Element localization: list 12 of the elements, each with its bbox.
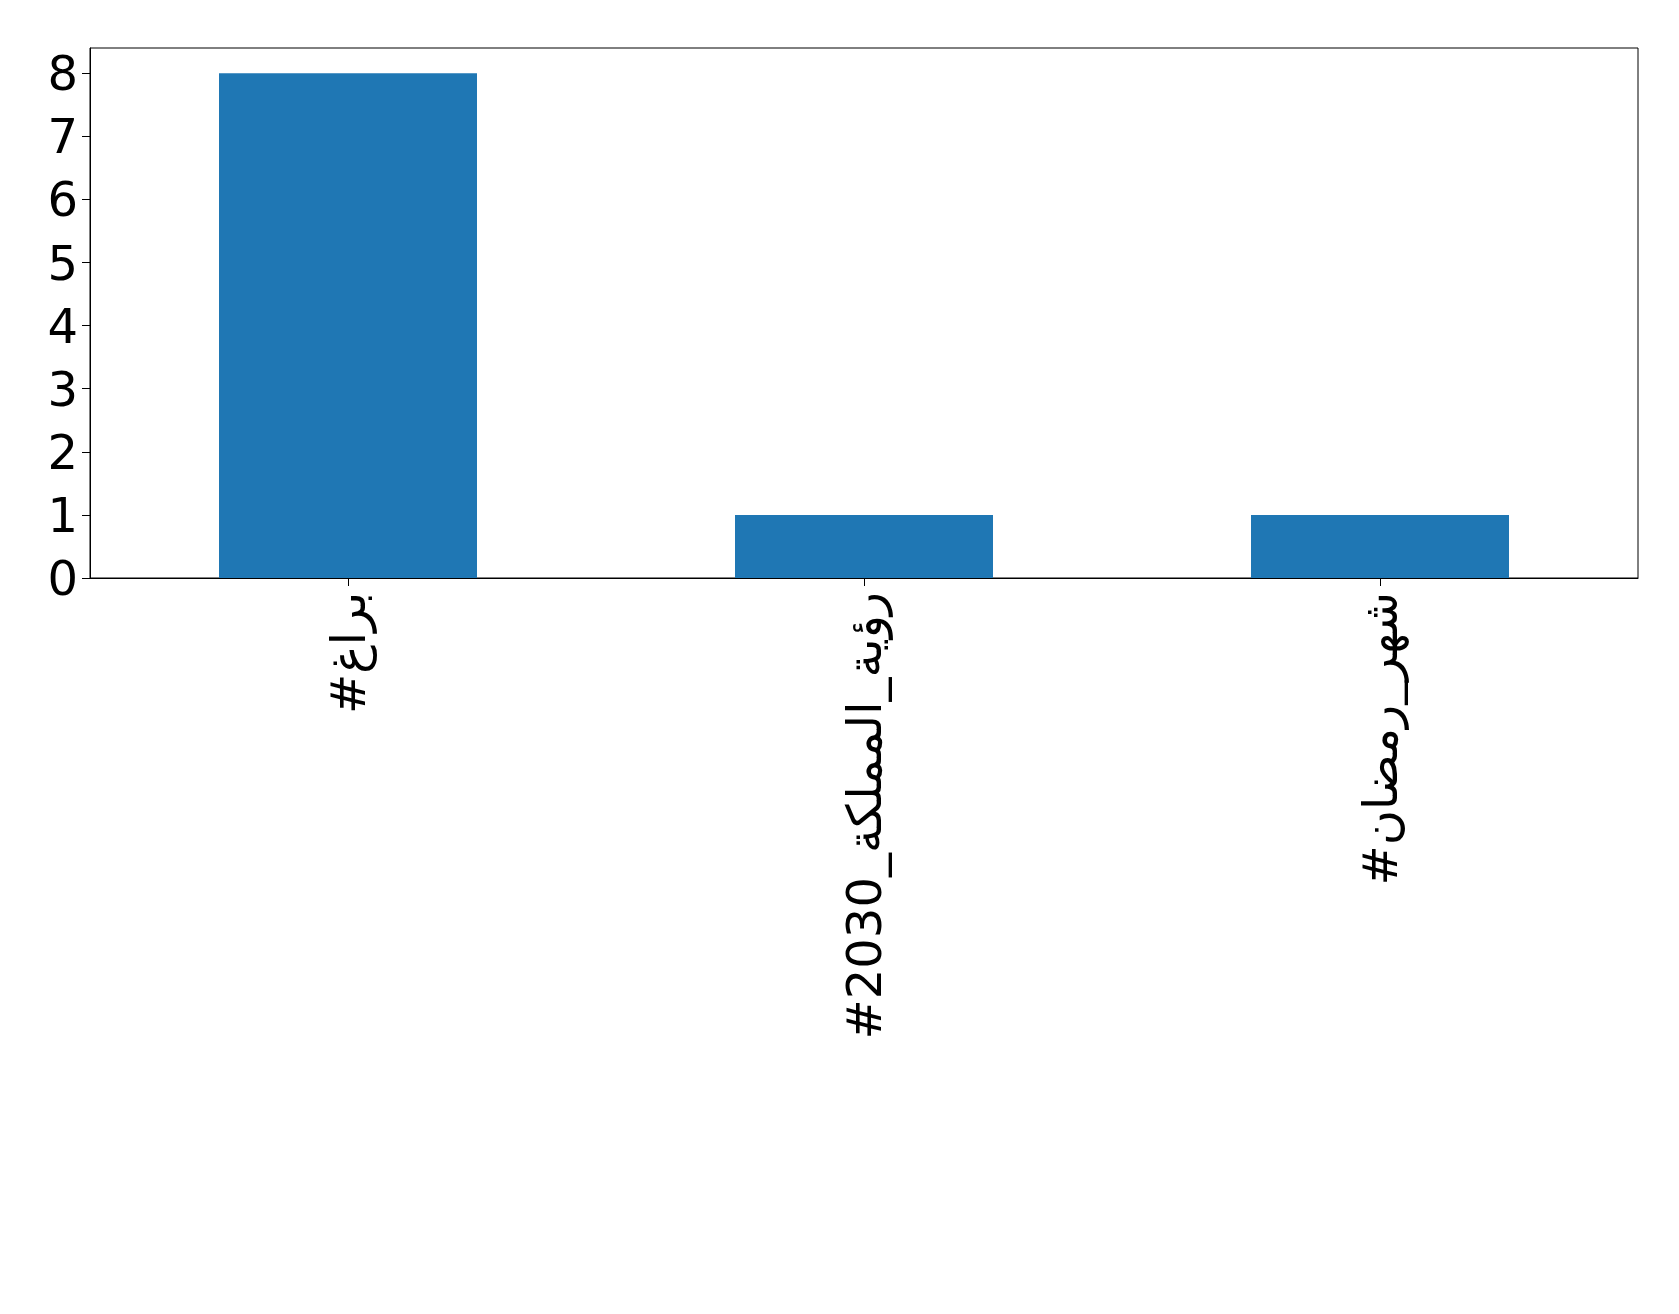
- y-tick-label: 8: [47, 45, 78, 102]
- y-tick-label: 3: [47, 360, 78, 417]
- y-tick-label: 2: [47, 423, 78, 480]
- y-tick-label: 4: [47, 297, 78, 354]
- y-tick-label: 1: [47, 486, 78, 543]
- x-tick-label: #براغ: [320, 592, 377, 715]
- x-tick-label: #شهر_رمضان: [1352, 592, 1409, 886]
- y-tick-label: 0: [47, 550, 78, 606]
- y-tick-label: 5: [47, 234, 78, 291]
- y-tick-label: 7: [47, 108, 78, 165]
- x-tick-label: #رؤية_المملكة_2030: [836, 592, 893, 1040]
- y-tick-label: 6: [47, 171, 78, 228]
